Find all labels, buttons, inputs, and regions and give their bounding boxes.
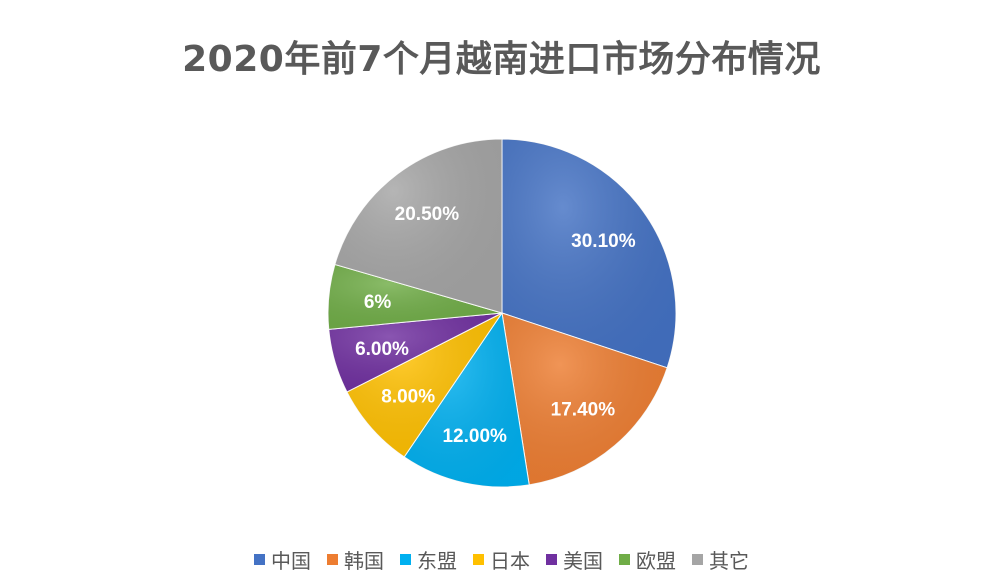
legend-label-1: 韩国 bbox=[344, 549, 384, 573]
legend-swatch-0 bbox=[254, 554, 265, 565]
data-label-4: 6.00% bbox=[355, 339, 409, 360]
legend-label-0: 中国 bbox=[271, 549, 311, 573]
pie-slice-shading-6 bbox=[334, 139, 502, 313]
legend-swatch-4 bbox=[546, 554, 557, 565]
data-label-6: 20.50% bbox=[395, 204, 460, 225]
slice-labels: 30.10% 17.40% 12.00% 8.00% 6.00% 6% 20.50% bbox=[355, 204, 636, 447]
legend-item-5: 欧盟 bbox=[619, 545, 676, 574]
pie-slice-shading-0 bbox=[502, 139, 676, 368]
legend-swatch-6 bbox=[692, 554, 703, 565]
data-label-3: 8.00% bbox=[381, 387, 435, 408]
legend-item-4: 美国 bbox=[546, 545, 603, 574]
legend-swatch-5 bbox=[619, 554, 630, 565]
pie-slice-shading-4 bbox=[328, 313, 502, 392]
legend: 中国 韩国 东盟 日本 美国 欧盟 其它 bbox=[0, 545, 1003, 574]
pie-slices bbox=[327, 138, 677, 488]
legend-label-4: 美国 bbox=[563, 549, 603, 573]
legend-item-3: 日本 bbox=[473, 545, 530, 574]
legend-item-0: 中国 bbox=[254, 545, 311, 574]
data-label-5: 6% bbox=[364, 292, 392, 313]
legend-label-2: 东盟 bbox=[417, 549, 457, 573]
data-label-2: 12.00% bbox=[442, 426, 507, 447]
legend-item-2: 东盟 bbox=[400, 545, 457, 574]
legend-item-6: 其它 bbox=[692, 545, 749, 574]
legend-label-3: 日本 bbox=[490, 549, 530, 573]
pie-slice-shading-3 bbox=[346, 313, 502, 457]
legend-label-6: 其它 bbox=[709, 549, 749, 573]
chart-title: 2020年前7个月越南进口市场分布情况 bbox=[182, 39, 821, 80]
pie-slice-shading-2 bbox=[404, 313, 530, 488]
data-label-0: 30.10% bbox=[571, 231, 636, 252]
legend-swatch-3 bbox=[473, 554, 484, 565]
legend-swatch-2 bbox=[400, 554, 411, 565]
pie-slice-shading-5 bbox=[327, 264, 502, 330]
pie-slice-shading-1 bbox=[502, 313, 668, 485]
data-label-1: 17.40% bbox=[551, 399, 616, 420]
legend-item-1: 韩国 bbox=[327, 545, 384, 574]
legend-label-5: 欧盟 bbox=[636, 549, 676, 573]
legend-swatch-1 bbox=[327, 554, 338, 565]
